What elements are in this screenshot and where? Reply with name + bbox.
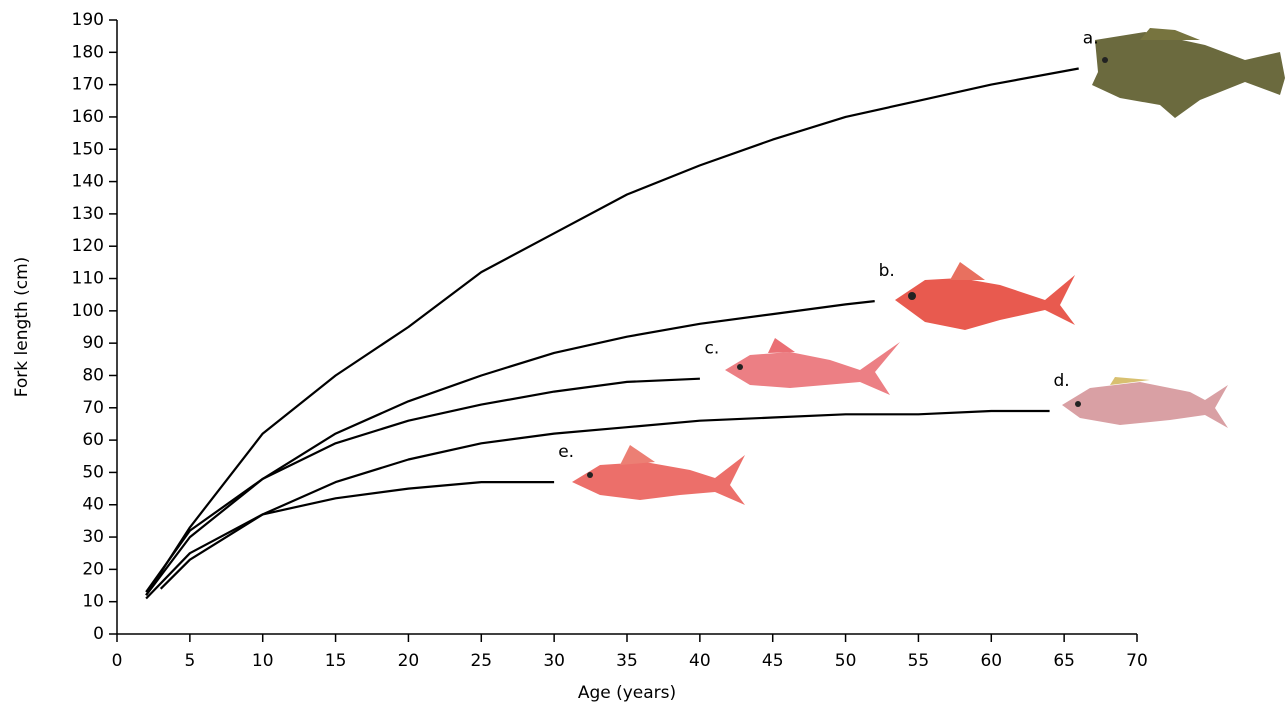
y-tick-label: 140 <box>72 172 104 192</box>
series-label: d. <box>1053 371 1069 391</box>
y-tick-label: 180 <box>72 42 104 62</box>
x-tick-label: 55 <box>908 651 930 671</box>
x-tick-label: 45 <box>762 651 784 671</box>
y-tick-label: 40 <box>82 495 104 515</box>
y-tick-label: 10 <box>82 592 104 612</box>
y-tick-label: 190 <box>72 10 104 30</box>
chart: Age (years) Fork length (cm) 0 5 10 15 20 25 3… <box>0 0 1288 707</box>
growth-curve <box>146 482 554 598</box>
growth-curve <box>146 301 875 595</box>
x-tick-label: 70 <box>1126 651 1148 671</box>
y-tick-label: 30 <box>82 527 104 547</box>
x-tick-label: 60 <box>980 651 1002 671</box>
x-tick-label: 10 <box>252 651 274 671</box>
x-tick-label: 5 <box>184 651 195 671</box>
y-tick-label: 60 <box>82 430 104 450</box>
x-tick-label: 40 <box>689 651 711 671</box>
x-tick-label: 50 <box>835 651 857 671</box>
fish-a <box>1092 28 1285 118</box>
x-tick-label: 15 <box>325 651 347 671</box>
series-label: c. <box>704 339 719 359</box>
series-label: b. <box>879 261 895 281</box>
x-tick-label: 25 <box>470 651 492 671</box>
x-tick-label: 20 <box>398 651 420 671</box>
y-tick-label: 80 <box>82 365 104 385</box>
y-tick-label: 160 <box>72 107 104 127</box>
growth-curve <box>146 69 1079 596</box>
x-tick-label: 65 <box>1053 651 1075 671</box>
y-tick-label: 70 <box>82 398 104 418</box>
y-tick-label: 170 <box>72 75 104 95</box>
y-tick-label: 130 <box>72 204 104 224</box>
y-tick-label: 0 <box>93 624 104 644</box>
y-tick-label: 110 <box>72 269 104 289</box>
x-axis-label: Age (years) <box>578 683 676 703</box>
fish-b <box>895 262 1075 330</box>
fish-d <box>1062 377 1228 428</box>
x-tick-label: 30 <box>543 651 565 671</box>
y-axis-label: Fork length (cm) <box>12 257 32 398</box>
x-tick-label: 35 <box>616 651 638 671</box>
fish-c <box>725 338 900 395</box>
series-label: a. <box>1083 28 1099 48</box>
y-tick-label: 90 <box>82 333 104 353</box>
y-tick-label: 20 <box>82 559 104 579</box>
y-tick-label: 50 <box>82 462 104 482</box>
y-tick-label: 150 <box>72 139 104 159</box>
fish-e <box>572 445 745 505</box>
y-tick-label: 120 <box>72 236 104 256</box>
y-tick-label: 100 <box>72 301 104 321</box>
x-tick-label: 0 <box>112 651 123 671</box>
series-label: e. <box>558 442 574 462</box>
growth-curve <box>161 411 1050 589</box>
